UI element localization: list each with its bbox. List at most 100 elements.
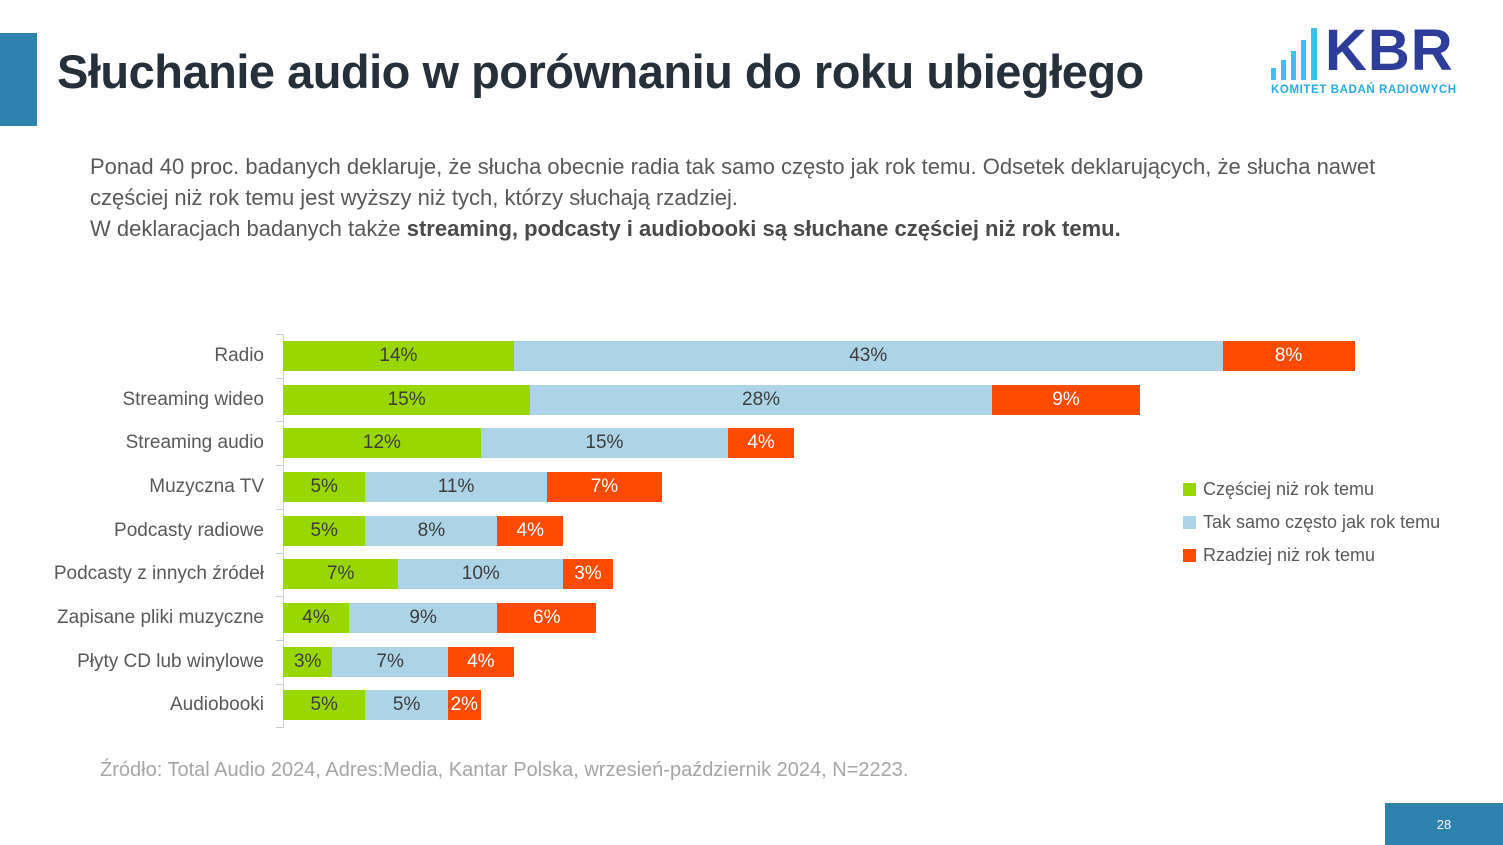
bar-value-label: 5% bbox=[392, 694, 421, 716]
bar-value-label: 11% bbox=[437, 475, 475, 497]
chart-row: Streaming audio 12% 15% 4% bbox=[50, 421, 1371, 465]
bar-track: 4% 9% 6% bbox=[283, 602, 1371, 633]
bar-segment-series-3: 4% bbox=[447, 646, 514, 677]
chart-row: Streaming wideo 15% 28% 9% bbox=[50, 378, 1371, 422]
bar-value-label: 14% bbox=[379, 344, 418, 366]
bar-track: 5% 5% 2% bbox=[283, 690, 1371, 721]
intro-line-1: Ponad 40 proc. badanych deklaruje, że sł… bbox=[90, 154, 1376, 179]
axis-tick bbox=[276, 683, 284, 685]
axis-tick bbox=[276, 639, 284, 641]
bar-track: 5% 8% 4% bbox=[283, 515, 1371, 546]
bar-track: 14% 43% 8% bbox=[283, 340, 1371, 371]
bar-segment-series-1: 4% bbox=[283, 602, 349, 633]
bar-value-label: 12% bbox=[362, 432, 401, 454]
bar-value-label: 4% bbox=[516, 519, 544, 541]
bar-value-label: 5% bbox=[310, 519, 338, 541]
page-number-badge: 28 bbox=[1385, 803, 1503, 845]
bar-segment-series-2: 28% bbox=[530, 384, 992, 415]
category-axis-line bbox=[283, 334, 284, 728]
logo-text: KBR bbox=[1325, 18, 1454, 83]
page-number: 28 bbox=[1436, 816, 1452, 832]
axis-tick bbox=[276, 334, 284, 335]
axis-tick bbox=[276, 596, 284, 598]
bar-value-label: 8% bbox=[417, 519, 446, 541]
chart-row: Muzyczna TV 5% 11% 7% bbox=[50, 465, 1371, 509]
chart-row: Audiobooki 5% 5% 2% bbox=[50, 684, 1371, 728]
bar-segment-series-1: 5% bbox=[283, 515, 366, 546]
bar-value-label: 15% bbox=[387, 388, 426, 410]
legend-item: Częściej niż rok temu bbox=[1183, 479, 1440, 500]
bar-value-label: 7% bbox=[326, 563, 355, 585]
category-label: Podcasty z innych źródeł bbox=[53, 563, 264, 585]
axis-tick bbox=[276, 421, 284, 423]
bar-value-label: 3% bbox=[293, 650, 322, 672]
bar-segment-series-2: 7% bbox=[332, 646, 448, 677]
bar-segment-series-1: 14% bbox=[283, 340, 514, 371]
legend-swatch-icon bbox=[1183, 516, 1196, 529]
legend-label: Częściej niż rok temu bbox=[1203, 479, 1375, 499]
bar-segment-series-2: 9% bbox=[348, 602, 498, 633]
bar-value-label: 4% bbox=[302, 606, 330, 628]
legend-swatch-icon bbox=[1183, 549, 1196, 562]
legend-label: Tak samo często jak rok temu bbox=[1203, 512, 1441, 532]
bar-segment-series-3: 2% bbox=[447, 690, 481, 721]
category-label: Radio bbox=[214, 344, 264, 366]
bar-value-label: 9% bbox=[1052, 388, 1080, 410]
bar-value-label: 5% bbox=[310, 694, 338, 716]
bar-segment-series-1: 3% bbox=[283, 646, 333, 677]
legend-label: Rzadziej niż rok temu bbox=[1203, 545, 1376, 565]
category-label: Streaming wideo bbox=[122, 388, 264, 410]
bar-value-label: 7% bbox=[376, 650, 404, 672]
axis-tick bbox=[276, 377, 284, 379]
bar-value-label: 10% bbox=[461, 563, 500, 585]
bar-segment-series-2: 5% bbox=[365, 690, 448, 721]
bar-value-label: 4% bbox=[467, 650, 495, 672]
bar-value-label: 5% bbox=[310, 475, 338, 497]
axis-tick bbox=[276, 552, 284, 554]
bar-value-label: 2% bbox=[450, 694, 479, 716]
bar-track: 7% 10% 3% bbox=[283, 559, 1371, 590]
signal-bars-icon bbox=[1271, 28, 1317, 80]
bar-segment-series-2: 43% bbox=[513, 340, 1223, 371]
intro-paragraph: Ponad 40 proc. badanych deklaruje, że sł… bbox=[90, 151, 1450, 244]
bar-segment-series-2: 8% bbox=[365, 515, 498, 546]
category-label: Streaming audio bbox=[125, 432, 264, 454]
bar-segment-series-2: 15% bbox=[480, 428, 729, 459]
axis-tick bbox=[276, 727, 284, 729]
bar-segment-series-3: 8% bbox=[1222, 340, 1355, 371]
bar-segment-series-2: 10% bbox=[398, 559, 564, 590]
category-label: Płyty CD lub winylowe bbox=[77, 650, 264, 672]
category-label: Podcasty radiowe bbox=[114, 519, 264, 541]
intro-line-3: W deklaracjach badanych także streaming,… bbox=[90, 213, 1450, 244]
axis-tick bbox=[276, 465, 284, 467]
bar-segment-series-3: 6% bbox=[497, 602, 597, 633]
bar-track: 12% 15% 4% bbox=[283, 428, 1371, 459]
category-label: Audiobooki bbox=[169, 694, 264, 716]
bar-value-label: 8% bbox=[1274, 344, 1303, 366]
intro-line-3-regular: W deklaracjach badanych także bbox=[90, 216, 407, 241]
intro-line-3-bold: streaming, podcasty i audiobooki są słuc… bbox=[406, 216, 1121, 241]
bar-segment-series-1: 7% bbox=[283, 559, 399, 590]
bar-segment-series-3: 7% bbox=[546, 471, 663, 502]
bar-track: 5% 11% 7% bbox=[283, 471, 1371, 502]
chart-rows: Radio 14% 43% 8% Streaming wideo 15% 28% 9% Stre… bbox=[50, 334, 1371, 727]
bar-segment-series-1: 5% bbox=[283, 690, 366, 721]
bar-track: 3% 7% 4% bbox=[283, 646, 1371, 677]
bar-track: 15% 28% 9% bbox=[283, 384, 1371, 415]
chart-row: Radio 14% 43% 8% bbox=[50, 334, 1371, 378]
kbr-logo: KBR KOMITET BADAŃ RADIOWYCH bbox=[1271, 18, 1461, 96]
bar-segment-series-3: 4% bbox=[728, 428, 795, 459]
bar-value-label: 43% bbox=[849, 344, 888, 366]
axis-tick bbox=[276, 508, 284, 510]
title-accent-bar bbox=[0, 33, 37, 126]
bar-segment-series-1: 15% bbox=[283, 384, 531, 415]
chart-row: Zapisane pliki muzyczne 4% 9% 6% bbox=[50, 596, 1371, 640]
bar-segment-series-3: 3% bbox=[563, 559, 613, 590]
source-note: Źródło: Total Audio 2024, Adres:Media, K… bbox=[100, 759, 909, 781]
bar-value-label: 7% bbox=[590, 475, 619, 497]
bar-value-label: 4% bbox=[747, 432, 775, 454]
chart-row: Podcasty radiowe 5% 8% 4% bbox=[50, 509, 1371, 553]
chart-row: Podcasty z innych źródeł 7% 10% 3% bbox=[50, 552, 1371, 596]
bar-segment-series-1: 5% bbox=[283, 471, 366, 502]
